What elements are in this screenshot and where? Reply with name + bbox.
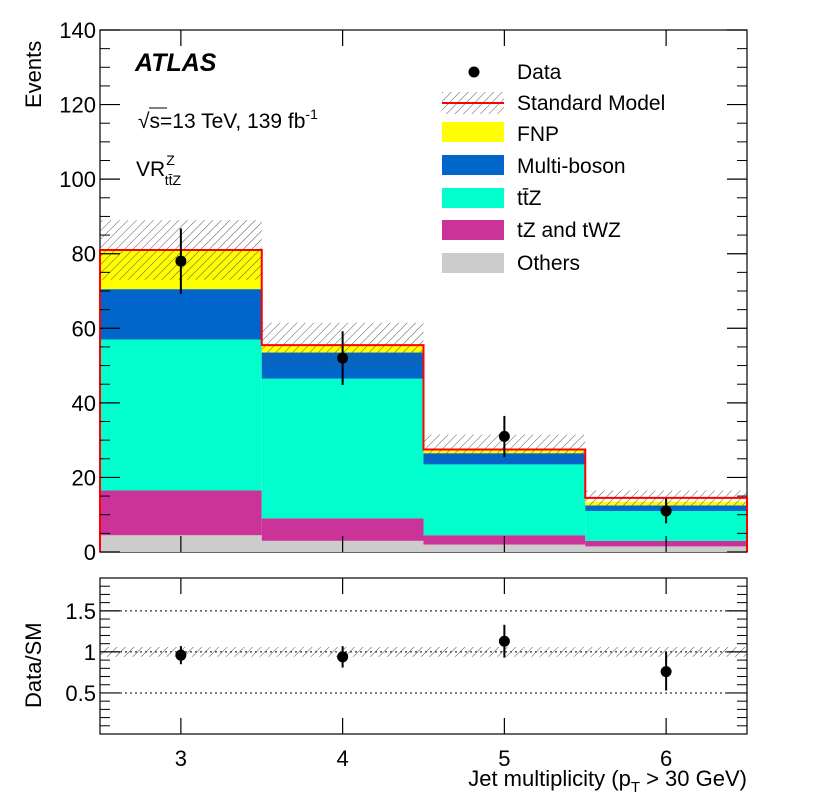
y-axis-ticks: 0 20 40 60 80 100 120 140 bbox=[59, 18, 747, 565]
y-tick-label-6: 120 bbox=[59, 93, 96, 118]
ratio-point-2 bbox=[498, 635, 510, 647]
y-tick-label-7: 140 bbox=[59, 18, 96, 43]
y-tick-label-3: 60 bbox=[72, 316, 96, 341]
legend-label-others: Others bbox=[517, 252, 580, 275]
ratio-y-tick-label-0: 0.5 bbox=[65, 681, 96, 706]
y-tick-label-0: 0 bbox=[84, 540, 96, 565]
bar-2-2 bbox=[423, 464, 586, 536]
data-points bbox=[175, 228, 672, 524]
bar-2-0 bbox=[100, 339, 262, 491]
svg-text:√s=13 TeV, 139 fb-1: √s=13 TeV, 139 fb-1 bbox=[138, 106, 318, 133]
data-point-0 bbox=[175, 255, 187, 267]
bar-1-1 bbox=[261, 518, 424, 541]
data-point-3 bbox=[660, 505, 672, 517]
bar-3-0 bbox=[100, 289, 262, 340]
legend-entry-sm: Standard Model bbox=[442, 92, 665, 115]
x-axis-label-main: Jet multiplicity (p bbox=[468, 766, 631, 791]
data-point-2 bbox=[498, 430, 510, 442]
lumi-exponent: -1 bbox=[305, 106, 318, 122]
region-label: VRZ tt̄Z bbox=[136, 152, 182, 188]
ratio-y-label: Data/SM bbox=[21, 622, 46, 708]
x-axis-ticks: 3 4 5 6 bbox=[175, 578, 672, 771]
ratio-uncertainty-band bbox=[100, 646, 747, 657]
legend-entry-multiboson: Multi-boson bbox=[442, 155, 626, 178]
x-axis-label: Jet multiplicity (pT > 30 GeV) bbox=[468, 766, 747, 796]
x-tick-label-3: 6 bbox=[660, 746, 672, 771]
legend-entry-fnp: FNP bbox=[442, 122, 559, 146]
region-base: VR bbox=[136, 158, 165, 181]
legend-entry-data: Data bbox=[468, 61, 562, 84]
ratio-point-1 bbox=[337, 651, 349, 663]
legend-label-tz: tZ and tWZ bbox=[517, 219, 621, 242]
x-axis-label-suffix: > 30 GeV) bbox=[640, 766, 747, 791]
data-point-1 bbox=[337, 352, 349, 364]
ratio-points bbox=[175, 624, 672, 691]
ratio-y-tick-label-1: 1 bbox=[84, 640, 96, 665]
energy-lumi-label: √s=13 TeV, 139 fb-1 bbox=[138, 106, 318, 133]
legend-label-data: Data bbox=[517, 61, 562, 84]
x-tick-label-0: 3 bbox=[175, 746, 187, 771]
ratio-y-tick-label-2: 1.5 bbox=[65, 599, 96, 624]
legend-label-multiboson: Multi-boson bbox=[517, 155, 626, 178]
y-tick-label-4: 80 bbox=[72, 242, 96, 267]
x-axis-ticks-main bbox=[180, 30, 667, 552]
x-axis-label-sub: T bbox=[631, 779, 640, 796]
legend-entry-ttz: tt̄Z bbox=[442, 187, 542, 210]
legend-label-fnp: FNP bbox=[517, 123, 559, 146]
y-tick-label-5: 100 bbox=[59, 167, 96, 192]
ratio-point-3 bbox=[660, 666, 672, 678]
experiment-label: ATLAS bbox=[134, 49, 217, 77]
x-tick-label-2: 5 bbox=[498, 746, 510, 771]
main-panel: 0 20 40 60 80 100 120 140 Events ATLAS √s=13 Te… bbox=[21, 18, 748, 565]
energy-label: √s=13 TeV, 139 fb bbox=[138, 110, 305, 133]
legend-label-sm: Standard Model bbox=[517, 92, 665, 115]
bar-2-1 bbox=[261, 378, 424, 519]
legend-entry-tz: tZ and tWZ bbox=[442, 219, 621, 242]
x-tick-label-1: 4 bbox=[337, 746, 349, 771]
bar-1-0 bbox=[100, 490, 262, 536]
ratio-y-ticks: 0.5 1 1.5 bbox=[65, 585, 747, 727]
ratio-panel: 0.5 1 1.5 3 4 5 6 Data/SM Jet multiplicity (p… bbox=[21, 577, 748, 796]
y-tick-label-1: 20 bbox=[72, 465, 96, 490]
region-superscript: Z bbox=[166, 152, 175, 168]
legend: Data Standard Model FNP Multi-boson tt̄Z bbox=[442, 61, 665, 275]
legend-label-ttz: tt̄Z bbox=[517, 187, 542, 210]
ratio-point-0 bbox=[175, 649, 187, 661]
y-axis-label: Events bbox=[21, 41, 46, 108]
y-tick-label-2: 40 bbox=[72, 391, 96, 416]
region-subscript: tt̄Z bbox=[165, 172, 182, 188]
legend-entry-others: Others bbox=[442, 252, 580, 275]
